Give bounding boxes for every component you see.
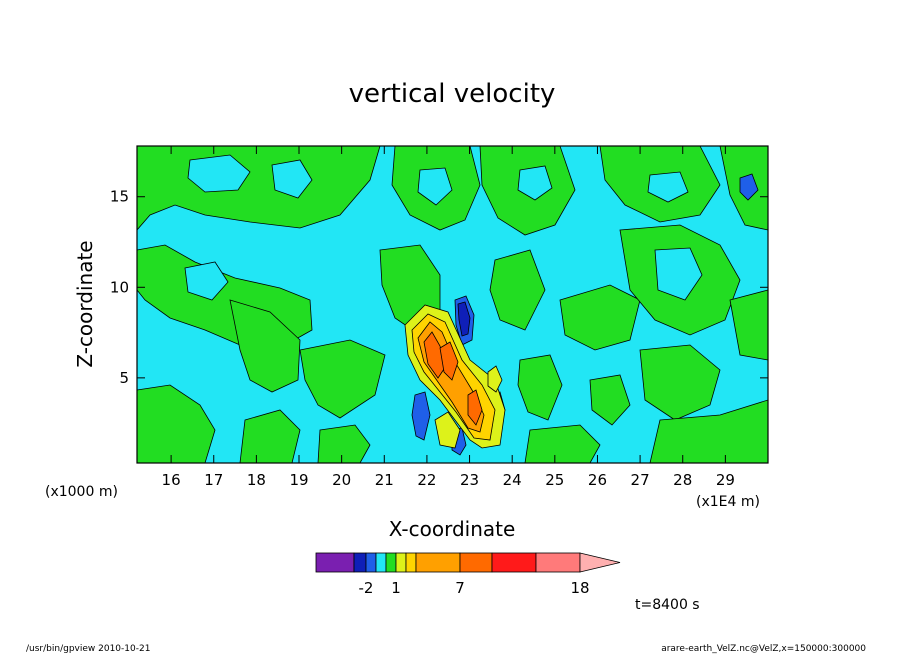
colorbar-label: 1 bbox=[391, 579, 401, 597]
y-tick-label: 5 bbox=[119, 369, 129, 387]
footer-left: /usr/bin/gpview 2010-10-21 bbox=[26, 644, 150, 654]
contour-secondary-updraft bbox=[434, 365, 503, 449]
contour-updraft-core bbox=[404, 304, 506, 449]
colorbar-swatch bbox=[459, 552, 493, 573]
colorbar-swatch bbox=[491, 552, 537, 573]
colorbar-swatch bbox=[535, 552, 581, 573]
x-tick-label: 25 bbox=[545, 471, 564, 489]
x-tick-label: 22 bbox=[417, 471, 436, 489]
y-tick-label: 15 bbox=[110, 188, 129, 206]
colorbar-swatch bbox=[385, 552, 397, 573]
x-tick-label: 23 bbox=[460, 471, 479, 489]
x-tick-label: 21 bbox=[375, 471, 394, 489]
colorbar-swatch bbox=[315, 552, 355, 573]
y-axis: 5 10 15 bbox=[110, 188, 768, 387]
x-tick-label: 18 bbox=[247, 471, 266, 489]
x-tick-label: 24 bbox=[503, 471, 522, 489]
time-label: t=8400 s bbox=[635, 597, 700, 613]
colorbar-swatch bbox=[365, 552, 377, 573]
colorbar: -2 1 7 18 bbox=[315, 552, 621, 597]
x-unit-label: (x1E4 m) bbox=[696, 494, 760, 510]
x-axis: 16 17 18 19 20 21 22 23 24 25 26 27 28 29 bbox=[162, 146, 735, 489]
chart-title: vertical velocity bbox=[349, 79, 556, 109]
x-tick-label: 19 bbox=[289, 471, 308, 489]
x-tick-label: 29 bbox=[716, 471, 735, 489]
colorbar-swatch bbox=[415, 552, 461, 573]
y-axis-label: Z-coordinate bbox=[73, 240, 97, 367]
plot-frame bbox=[136, 145, 769, 464]
colorbar-swatch bbox=[375, 552, 387, 573]
colorbar-swatch bbox=[395, 552, 407, 573]
colorbar-arrow bbox=[579, 552, 621, 573]
x-tick-label: 20 bbox=[332, 471, 351, 489]
colorbar-swatch bbox=[353, 552, 367, 573]
x-tick-label: 28 bbox=[673, 471, 692, 489]
y-unit-label: (x1000 m) bbox=[45, 484, 118, 500]
contour-cyan-islands bbox=[184, 154, 703, 301]
x-tick-label: 17 bbox=[204, 471, 223, 489]
contour-green-regions bbox=[137, 146, 768, 463]
y-tick-label: 10 bbox=[110, 278, 129, 296]
x-tick-label: 26 bbox=[588, 471, 607, 489]
x-axis-label: X-coordinate bbox=[389, 517, 516, 541]
x-tick-label: 16 bbox=[162, 471, 181, 489]
colorbar-swatch bbox=[405, 552, 417, 573]
colorbar-label: -2 bbox=[359, 579, 374, 597]
x-tick-label: 27 bbox=[631, 471, 650, 489]
plot-area bbox=[137, 146, 768, 463]
footer-right: arare-earth_VelZ.nc@VelZ,x=150000:300000 bbox=[661, 644, 866, 654]
colorbar-label: 7 bbox=[455, 579, 465, 597]
colorbar-label: 18 bbox=[570, 579, 589, 597]
